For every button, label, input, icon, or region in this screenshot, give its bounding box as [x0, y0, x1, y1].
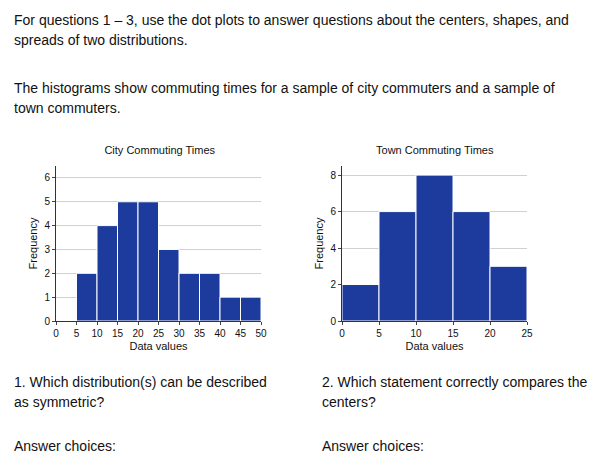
- svg-text:10: 10: [410, 328, 422, 339]
- svg-text:Data values: Data values: [129, 340, 188, 352]
- svg-text:2: 2: [330, 279, 336, 290]
- svg-text:35: 35: [194, 328, 206, 339]
- html-text:2. Which statement correctly c: 2. Which statement correctly compares th…: [322, 374, 588, 410]
- svg-text:25: 25: [153, 328, 165, 339]
- html-text:For questions 1 – 3, use the d: For questions 1 – 3, use the dot plots t…: [14, 12, 569, 48]
- svg-text:5: 5: [44, 196, 50, 207]
- svg-text:4: 4: [44, 220, 50, 231]
- svg-text:30: 30: [173, 328, 185, 339]
- svg-text:Frequency: Frequency: [27, 217, 39, 269]
- svg-text:Data values: Data values: [405, 340, 464, 352]
- svg-text:0: 0: [44, 316, 50, 327]
- svg-text:5: 5: [376, 328, 382, 339]
- svg-text:45: 45: [235, 328, 247, 339]
- html-text:1. Which distribution(s) can b: 1. Which distribution(s) can be describe…: [14, 374, 267, 410]
- html-text:Answer choices:: Answer choices:: [322, 438, 424, 454]
- svg-text:5: 5: [74, 328, 80, 339]
- svg-text:40: 40: [214, 328, 226, 339]
- svg-text:6: 6: [330, 206, 336, 217]
- svg-text:Town Commuting Times: Town Commuting Times: [376, 144, 494, 156]
- svg-text:10: 10: [91, 328, 103, 339]
- svg-text:25: 25: [521, 328, 533, 339]
- svg-text:50: 50: [255, 328, 267, 339]
- svg-text:0: 0: [339, 328, 345, 339]
- svg-text:20: 20: [484, 328, 496, 339]
- svg-text:20: 20: [132, 328, 144, 339]
- html-text:Answer choices:: Answer choices:: [14, 438, 116, 454]
- svg-text:1: 1: [44, 292, 50, 303]
- svg-text:City Commuting Times: City Commuting Times: [104, 144, 215, 156]
- svg-text:0: 0: [53, 328, 59, 339]
- svg-text:2: 2: [44, 268, 50, 279]
- svg-text:3: 3: [44, 244, 50, 255]
- svg-text:6: 6: [44, 172, 50, 183]
- svg-text:15: 15: [112, 328, 124, 339]
- svg-text:8: 8: [330, 170, 336, 181]
- html-text:The histograms show commuting: The histograms show commuting times for …: [14, 80, 555, 116]
- svg-text:4: 4: [330, 243, 336, 254]
- svg-text:Frequency: Frequency: [313, 217, 325, 269]
- svg-text:0: 0: [330, 316, 336, 327]
- svg-text:15: 15: [447, 328, 459, 339]
